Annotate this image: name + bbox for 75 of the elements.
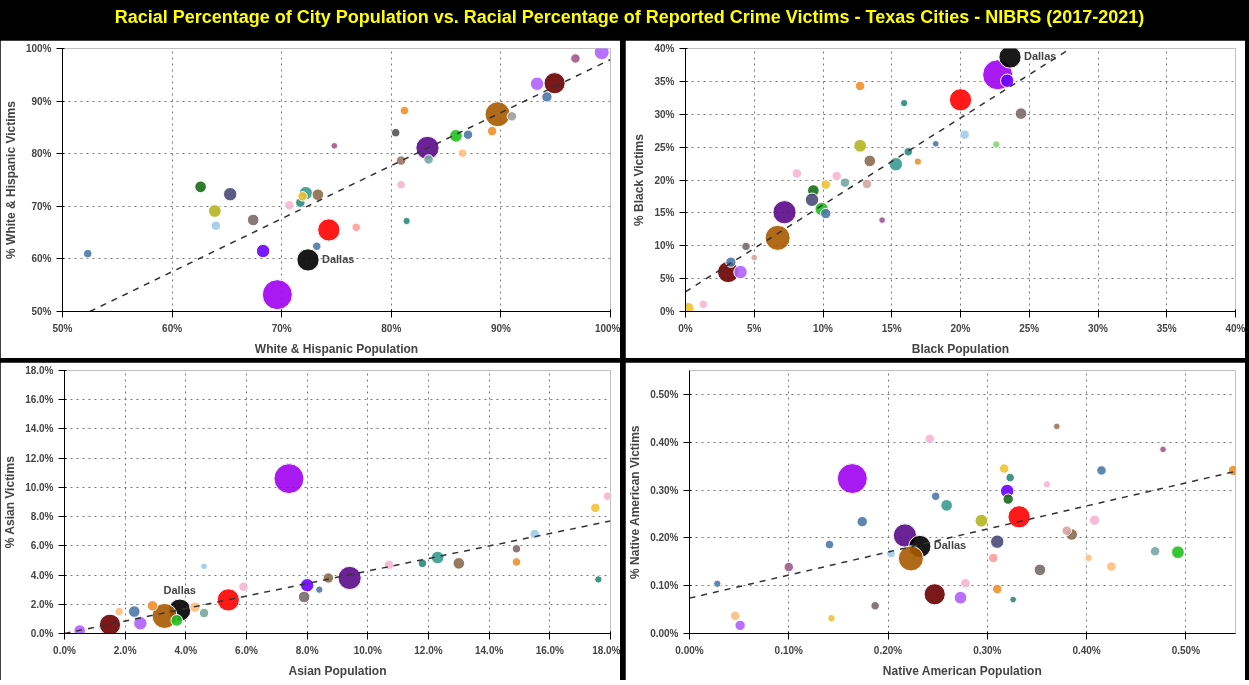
x-tick-label: 0.10%	[774, 644, 804, 656]
x-tick-label: 14.0%	[474, 644, 504, 656]
x-tick-label: 70%	[271, 322, 292, 334]
y-tick-label: 0%	[660, 306, 675, 317]
annotation: Dallas	[322, 252, 355, 265]
y-tick-label: 10.0%	[25, 481, 54, 493]
y-tick-label: 0.40%	[650, 436, 679, 448]
x-tick-label: 40%	[1225, 322, 1246, 334]
y-tick-label: 14.0%	[25, 423, 54, 435]
y-tick-label: 0.20%	[650, 532, 679, 544]
y-tick-label: 5%	[660, 273, 675, 285]
x-axis-title: Black Population	[911, 341, 1010, 356]
x-tick-label: 10.0%	[353, 644, 383, 656]
x-tick-label: 80%	[381, 322, 402, 334]
y-tick-label: 12.0%	[25, 452, 54, 464]
y-tick-label: 6.0%	[30, 540, 54, 552]
x-tick-label: 6.0%	[235, 644, 258, 656]
x-tick-label: 30%	[1087, 322, 1109, 334]
x-tick-label: 0.30%	[973, 644, 1002, 656]
x-tick-label: 4.0%	[174, 644, 198, 656]
x-tick-label: 0%	[678, 322, 693, 334]
y-tick-label: 35%	[654, 75, 675, 87]
y-tick-label: 18.0%	[25, 365, 54, 376]
x-tick-label: 0.20%	[873, 644, 903, 656]
x-tick-label: 90%	[490, 322, 512, 334]
x-tick-label: 2.0%	[113, 644, 137, 656]
annotation: Dallas	[1024, 50, 1057, 63]
y-tick-label: 4.0%	[30, 569, 54, 581]
y-tick-label: 80%	[31, 148, 52, 160]
annotation: Dallas	[163, 584, 196, 597]
y-axis-title: % White & Hispanic Victims	[3, 100, 18, 259]
y-tick-label: 50%	[31, 306, 52, 317]
y-tick-label: 25%	[654, 141, 675, 153]
x-tick-label: 0.50%	[1171, 644, 1201, 656]
y-axis-title: % Black Victims	[632, 133, 647, 226]
y-tick-label: 60%	[31, 253, 52, 265]
x-axis-title: White & Hispanic Population	[254, 341, 419, 356]
y-tick-label: 0.0%	[30, 628, 54, 639]
x-tick-label: 8.0%	[295, 644, 319, 656]
y-tick-label: 30%	[654, 108, 675, 120]
y-tick-label: 15%	[654, 207, 675, 219]
y-tick-label: 70%	[31, 200, 52, 212]
y-tick-label: 0.30%	[650, 484, 679, 496]
x-tick-label: 35%	[1156, 322, 1177, 334]
x-tick-label: 12.0%	[414, 644, 443, 656]
y-axis-title: % Asian Victims	[3, 455, 18, 549]
y-tick-label: 10%	[654, 240, 675, 252]
x-tick-label: 20%	[950, 322, 971, 334]
x-tick-label: 10%	[812, 322, 834, 334]
x-tick-label: 18.0%	[592, 644, 621, 656]
y-tick-label: 0.10%	[650, 580, 679, 592]
y-tick-label: 100%	[25, 43, 52, 54]
x-tick-label: 60%	[162, 322, 183, 334]
x-tick-label: 16.0%	[535, 644, 565, 656]
x-tick-label: 0.0%	[53, 644, 76, 656]
y-tick-label: 0.00%	[650, 628, 679, 639]
x-tick-label: 50%	[52, 322, 73, 334]
x-tick-label: 100%	[594, 322, 621, 334]
y-tick-label: 8.0%	[30, 511, 54, 523]
y-tick-label: 20%	[654, 174, 675, 186]
x-tick-label: 25%	[1019, 322, 1040, 334]
x-axis-title: Native American Population	[882, 663, 1042, 678]
x-tick-label: 0.40%	[1072, 644, 1101, 656]
y-tick-label: 40%	[654, 43, 675, 54]
y-tick-label: 16.0%	[25, 394, 54, 406]
y-axis-title: % Native American Victims	[628, 425, 643, 579]
y-tick-label: 2.0%	[30, 598, 54, 610]
x-tick-label: 5%	[747, 322, 762, 334]
x-axis-title: Asian Population	[288, 663, 387, 678]
y-tick-label: 90%	[31, 95, 52, 107]
chart-title: Racial Percentage of City Population vs. Racial Percentage of Reported Crime Victims - Texas Cities - NIBRS (2017-2021)	[114, 6, 1145, 29]
x-tick-label: 15%	[881, 322, 902, 334]
y-tick-label: 0.50%	[650, 388, 679, 400]
x-tick-label: 0.00%	[675, 644, 704, 656]
annotation: Dallas	[933, 539, 967, 552]
